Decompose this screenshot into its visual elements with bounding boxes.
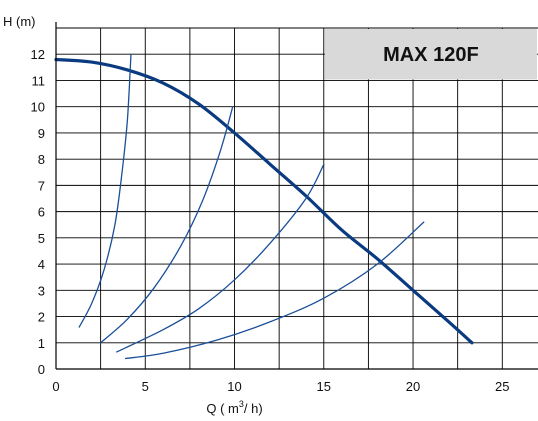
y-tick-label: 0 [38,362,45,377]
y-tick-label: 8 [38,152,45,167]
y-tick-label: 7 [38,178,45,193]
y-tick-label: 11 [32,73,46,88]
chart-title-background [324,29,537,80]
pump-curve-line [54,57,474,345]
y-tick-label: 9 [38,126,45,141]
grid [55,27,538,370]
x-tick-label: 5 [142,379,149,394]
system-curve-line-1 [78,53,132,328]
y-tick-label: 2 [38,310,45,325]
y-tick-label: 5 [38,231,45,246]
chart-title-group: MAX 120F [324,29,537,80]
x-axis-title-suffix: / h) [244,401,263,416]
y-tick-label: 6 [38,205,45,220]
system-curve-line-2 [99,106,234,344]
y-tick-label: 3 [38,283,45,298]
x-axis-title-prefix: Q ( m [206,401,239,416]
system-curve-line-4 [124,221,425,360]
x-tick-label: 15 [317,379,331,394]
x-tick-label: 10 [227,379,241,394]
chart-title: MAX 120F [383,44,479,66]
y-axis-title: H (m) [3,14,36,29]
x-tick-label: 20 [406,379,420,394]
y-tick-label: 12 [31,47,45,62]
y-tick-label: 4 [38,257,45,272]
y-tick-label: 10 [31,100,45,115]
x-axis-title-superscript: 3 [239,399,244,409]
x-tick-label: 0 [52,379,59,394]
x-axis-title: Q ( m3/ h) [206,399,262,416]
series-group [54,53,474,360]
system-curve-line-3 [116,163,325,353]
x-tick-label: 25 [495,379,509,394]
y-tick-label: 1 [38,336,45,351]
